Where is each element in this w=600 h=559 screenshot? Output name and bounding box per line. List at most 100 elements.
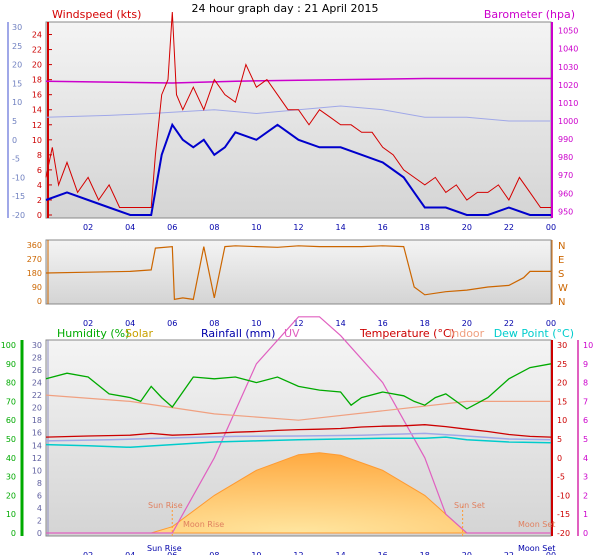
x-tick-top-20: 20 — [462, 223, 472, 232]
solar-tick-28: 28 — [32, 354, 42, 363]
x-tick-top-10: 10 — [251, 223, 261, 232]
x-tick-top-22: 22 — [504, 223, 514, 232]
legend-humidity: Humidity (%) — [57, 327, 129, 340]
x-tick-bottom-14: 14 — [335, 551, 345, 555]
baro-tick-990: 990 — [558, 135, 573, 144]
x-tick-mid-02: 02 — [83, 319, 93, 328]
hum-tick-30: 30 — [6, 473, 16, 482]
x-tick-bottom-04: 04 — [125, 551, 135, 555]
x-tick-top-02: 02 — [83, 223, 93, 232]
outer-tick--20: -20 — [12, 211, 25, 220]
uv-line — [46, 316, 551, 534]
wind-tick-12: 12 — [32, 121, 42, 130]
compass-tick-4: N — [558, 241, 565, 252]
hum-tick-50: 50 — [6, 435, 16, 444]
outer-tick--10: -10 — [12, 173, 25, 182]
baro-tick-970: 970 — [558, 171, 573, 180]
solar-tick-14: 14 — [32, 441, 42, 450]
uv-tick-3: 3 — [583, 473, 588, 482]
outer-tick-0: 0 — [12, 136, 17, 145]
wind-tick-8: 8 — [37, 151, 42, 160]
page-title: 24 hour graph day : 21 April 2015 — [192, 2, 379, 15]
wind-tick-16: 16 — [32, 91, 42, 100]
solar-tick-26: 26 — [32, 366, 42, 375]
x-tick-top-18: 18 — [420, 223, 430, 232]
uv-tick-7: 7 — [583, 397, 588, 406]
x-tick-mid-22: 22 — [504, 319, 514, 328]
x-tick-mid-14: 14 — [335, 319, 345, 328]
baro-tick-1040: 1040 — [558, 45, 578, 54]
uv-tick-10: 10 — [583, 341, 593, 350]
temp-tick--15: -15 — [557, 510, 570, 519]
x-tick-bottom-22: 22 — [504, 551, 514, 555]
direction-line — [45, 245, 551, 301]
baro-tick-1010: 1010 — [558, 99, 578, 108]
solar-tick-8: 8 — [37, 479, 42, 488]
solar-tick-6: 6 — [37, 491, 42, 500]
x-tick-mid-12: 12 — [293, 319, 303, 328]
sunset-annotation: Sun Set — [454, 501, 485, 510]
temp-tick--10: -10 — [557, 491, 570, 500]
x-tick-mid-00: 00 — [546, 319, 556, 328]
hum-tick-70: 70 — [6, 397, 16, 406]
uv-tick-1: 1 — [583, 510, 588, 519]
x-tick-mid-16: 16 — [378, 319, 388, 328]
compass-tick-1: W — [558, 283, 568, 294]
wind-tick-24: 24 — [32, 31, 42, 40]
dir-tick-180: 180 — [27, 269, 42, 278]
outer-tick--15: -15 — [12, 192, 25, 201]
temp-tick-5: 5 — [557, 435, 562, 444]
hum-tick-40: 40 — [6, 454, 16, 463]
x-tick-bottom-18: 18 — [420, 551, 430, 555]
x-tick-mid-10: 10 — [251, 319, 261, 328]
uv-tick-0: 0 — [583, 529, 588, 538]
solar-tick-2: 2 — [37, 516, 42, 525]
barometer-label: Barometer (hpa) — [484, 8, 575, 21]
hum-tick-20: 20 — [6, 491, 16, 500]
x-tick-mid-18: 18 — [420, 319, 430, 328]
x-tick-top-14: 14 — [335, 223, 345, 232]
temp-tick-10: 10 — [557, 416, 567, 425]
outer-tick-15: 15 — [12, 79, 22, 88]
indoor-line — [45, 394, 551, 421]
uv-tick-2: 2 — [583, 491, 588, 500]
x-tick-mid-04: 04 — [125, 319, 135, 328]
legend-temperature: Temperature (°C) — [359, 327, 455, 340]
x-tick-mid-06: 06 — [167, 319, 177, 328]
hum-tick-90: 90 — [6, 360, 16, 369]
legend-dewpoint: Dew Point (°C) — [494, 327, 574, 340]
uv-tick-9: 9 — [583, 360, 588, 369]
temperature-line — [45, 424, 552, 438]
moonrise-annotation: Moon Rise — [183, 520, 224, 529]
dir-tick-0: 0 — [37, 297, 42, 306]
uv-tick-8: 8 — [583, 379, 588, 388]
temp-tick-25: 25 — [557, 360, 567, 369]
x-tick-mid-08: 08 — [209, 319, 219, 328]
temp-tick-15: 15 — [557, 397, 567, 406]
wind-tick-6: 6 — [37, 166, 42, 175]
solar-tick-18: 18 — [32, 416, 42, 425]
baro-tick-1050: 1050 — [558, 27, 578, 36]
solar-tick-12: 12 — [32, 454, 42, 463]
outer-tick-25: 25 — [12, 42, 22, 51]
wind-panel-bg — [45, 21, 552, 219]
windspeed-label: Windspeed (kts) — [52, 8, 141, 21]
wind-tick-10: 10 — [32, 136, 42, 145]
uv-tick-5: 5 — [583, 435, 588, 444]
dir-tick-90: 90 — [32, 283, 42, 292]
baro-tick-980: 980 — [558, 153, 573, 162]
solar-tick-0: 0 — [37, 529, 42, 538]
solar-tick-20: 20 — [32, 404, 42, 413]
baro-tick-1030: 1030 — [558, 63, 578, 72]
hum-tick-80: 80 — [6, 379, 16, 388]
gust-line — [45, 122, 551, 216]
wind-tick-4: 4 — [37, 181, 42, 190]
baro-tick-960: 960 — [558, 189, 573, 198]
baro-tick-950: 950 — [558, 207, 573, 216]
avg-wind-line — [45, 105, 551, 122]
solar-tick-10: 10 — [32, 466, 42, 475]
dir-tick-270: 270 — [27, 255, 42, 264]
legend-indoor: Indoor — [449, 327, 485, 340]
wind-tick-14: 14 — [32, 106, 42, 115]
wind-tick-18: 18 — [32, 76, 42, 85]
